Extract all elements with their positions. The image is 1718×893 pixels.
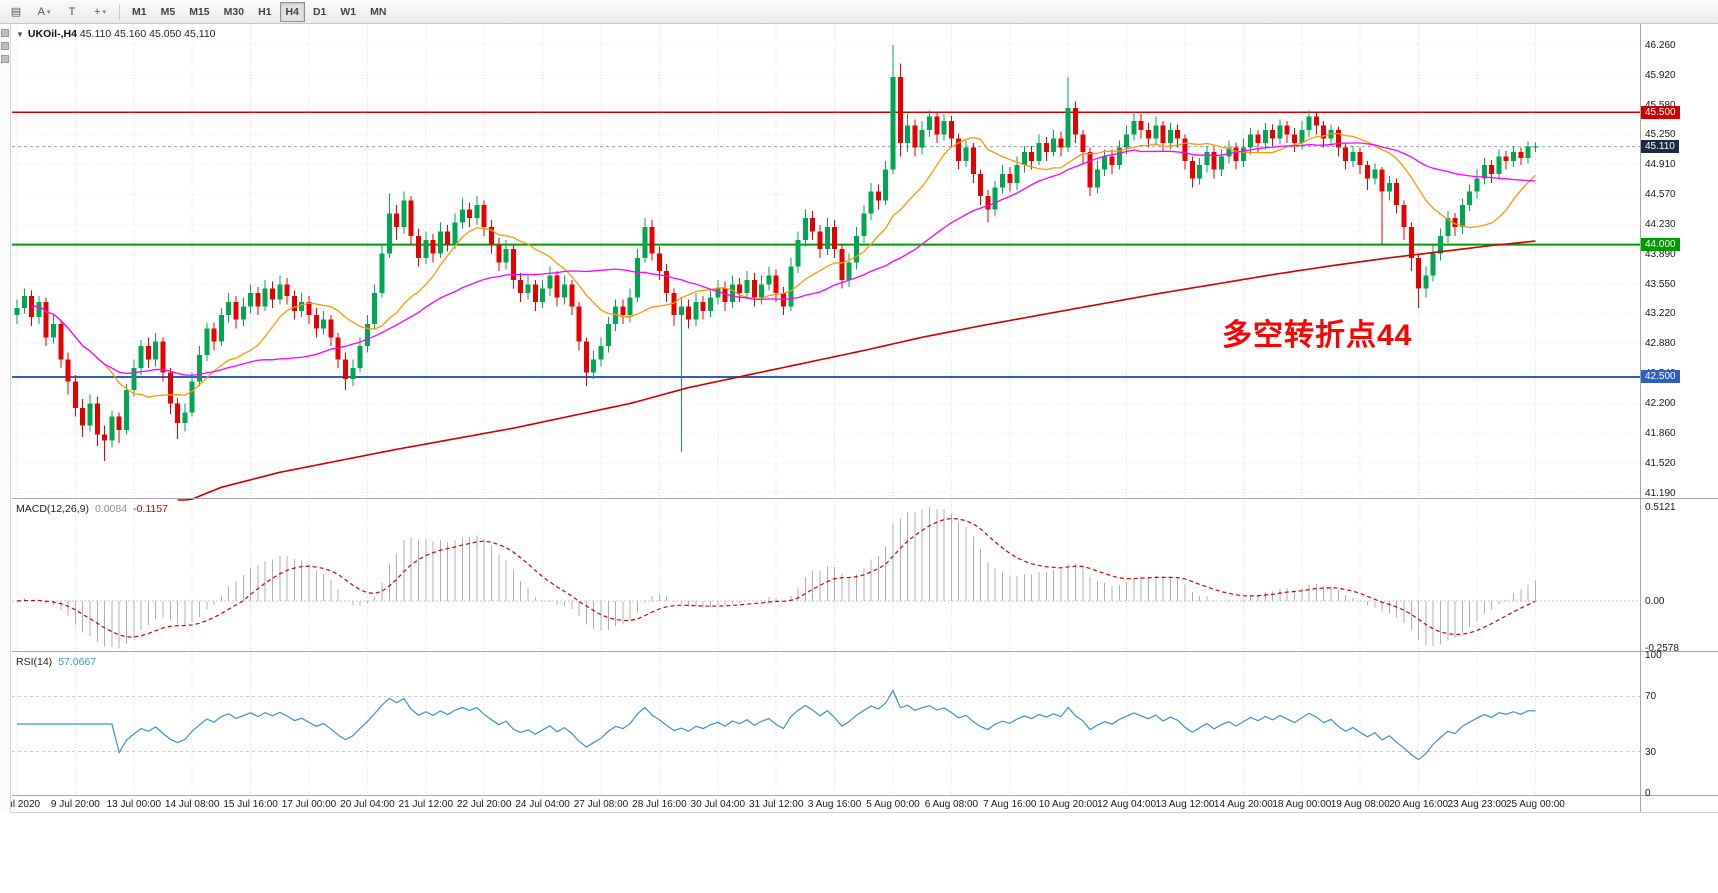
toolbar-icon-group: ▤ A ▾ T + ▾ (2, 2, 114, 22)
crosshair-tool-icon[interactable]: + ▾ (94, 5, 106, 18)
timeframe-button-m30[interactable]: M30 (223, 5, 245, 18)
timeframe-button-h4[interactable]: H4 (279, 1, 305, 22)
cursor-tool-icon[interactable]: A ▾ (37, 5, 51, 18)
timeframe-button-h1[interactable]: H1 (258, 5, 272, 18)
strip-icon-3[interactable] (1, 55, 9, 63)
toolbar-separator (119, 3, 120, 20)
timeframe-button-m15[interactable]: M15 (189, 5, 210, 18)
timeframe-button-group: M1 M5 M15 M30 H1 H4 D1 W1 MN (125, 1, 393, 22)
text-tool-icon[interactable]: T (68, 5, 76, 18)
timeframe-button-mn[interactable]: MN (370, 5, 387, 18)
strip-icon-1[interactable] (1, 29, 9, 37)
chart-window-icon[interactable]: ▤ (10, 6, 22, 18)
timeframe-button-m1[interactable]: M1 (132, 5, 147, 18)
top-toolbar: ▤ A ▾ T + ▾ M1 M5 M15 M30 H1 H4 D1 W1 MN (0, 0, 1718, 24)
left-panel-strip (0, 24, 11, 813)
strip-icon-2[interactable] (1, 42, 9, 50)
timeframe-button-d1[interactable]: D1 (312, 5, 327, 18)
timeframe-button-w1[interactable]: W1 (340, 5, 357, 18)
timeframe-button-m5[interactable]: M5 (160, 5, 176, 18)
